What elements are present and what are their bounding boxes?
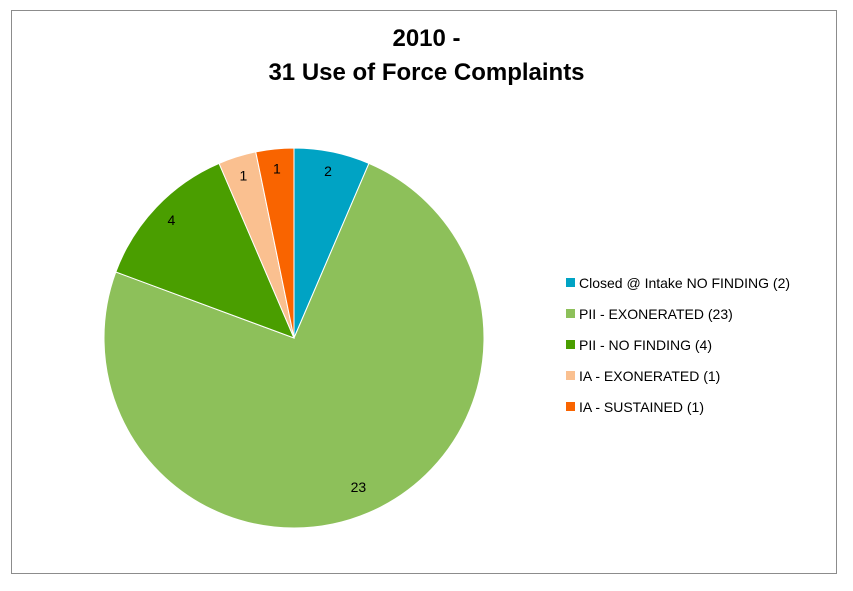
data-label-pii-exonerated-23: 23 [351, 479, 367, 495]
legend-label: PII - EXONERATED (23) [579, 305, 733, 322]
legend-label: IA - EXONERATED (1) [579, 367, 721, 384]
legend-swatch [566, 309, 575, 318]
data-label-pii-no-finding-4: 4 [168, 212, 176, 228]
legend-label: PII - NO FINDING (4) [579, 336, 712, 353]
legend-label: IA - SUSTAINED (1) [579, 398, 704, 415]
legend-swatch [566, 402, 575, 411]
data-label-closed-intake-no-finding-2: 2 [324, 163, 332, 179]
legend-swatch [566, 278, 575, 287]
legend-swatch [566, 340, 575, 349]
legend: Closed @ Intake NO FINDING (2) PII - EXON… [566, 267, 790, 422]
pie-slice-pii-exonerated-23 [103, 162, 485, 529]
legend-item-closed-intake-no-finding-2: Closed @ Intake NO FINDING (2) [566, 267, 790, 298]
legend-item-ia-sustained-1: IA - SUSTAINED (1) [566, 391, 790, 422]
legend-swatch [566, 371, 575, 380]
chart-title-line-2: 31 Use of Force Complaints [268, 59, 585, 86]
legend-item-pii-exonerated-23: PII - EXONERATED (23) [566, 298, 790, 329]
chart-title-line-1: 2010 - [392, 25, 461, 52]
chart-title: 2010 - 31 Use of Force Complaints [0, 22, 853, 90]
data-label-ia-exonerated-1: 1 [240, 167, 248, 183]
legend-label: Closed @ Intake NO FINDING (2) [579, 274, 791, 291]
pie-slice-pii-no-finding-4 [115, 162, 295, 339]
legend-item-ia-exonerated-1: IA - EXONERATED (1) [566, 360, 790, 391]
pie-slice-ia-sustained-1 [255, 147, 295, 339]
data-label-ia-sustained-1: 1 [273, 161, 281, 177]
legend-item-pii-no-finding-4: PII - NO FINDING (4) [566, 329, 790, 360]
